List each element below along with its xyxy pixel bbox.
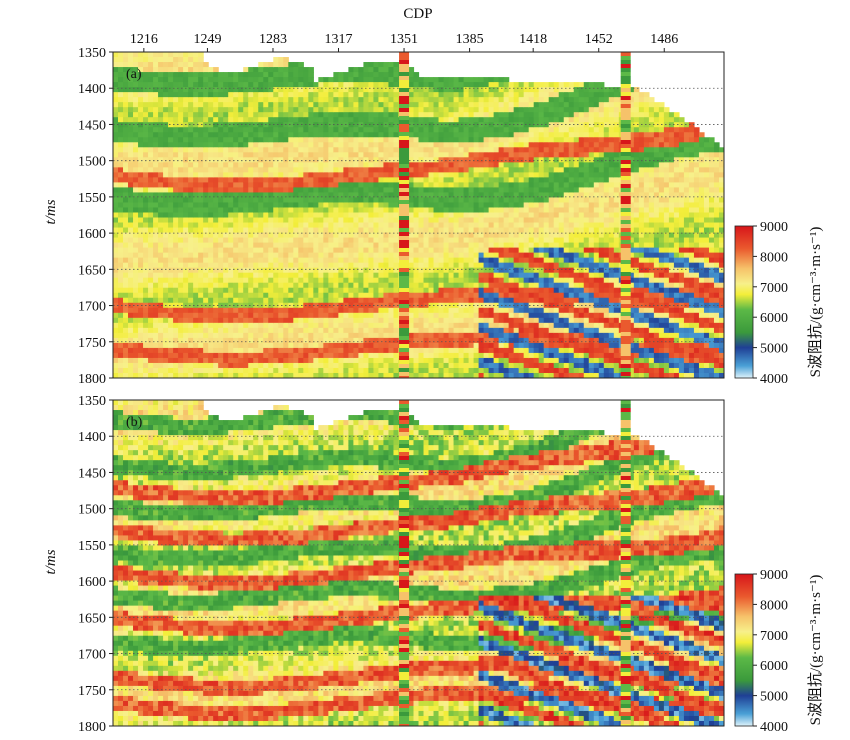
x-tick-label: 1385 — [456, 32, 484, 47]
x-tick-label: 1486 — [650, 32, 678, 47]
y-tick-label: 1500 — [78, 503, 106, 518]
x-tick-label: 1317 — [325, 32, 353, 47]
panel-a-colorbar-label: S波阻抗/(g·cm⁻³·m·s⁻¹) — [807, 227, 824, 378]
colorbar-tick-label: 7000 — [760, 629, 788, 644]
x-axis-title: CDP — [403, 6, 432, 22]
colorbar-tick-label: 9000 — [760, 220, 788, 235]
y-tick-label: 1350 — [78, 394, 106, 409]
panel-b-frame — [112, 399, 725, 727]
panel-b-colorbar-label: S波阻抗/(g·cm⁻³·m·s⁻¹) — [807, 575, 824, 726]
colorbar-tick-label: 4000 — [760, 720, 788, 735]
y-tick-label: 1450 — [78, 118, 106, 133]
panel-a-impedance-section — [113, 52, 724, 378]
x-tick-label: 1351 — [390, 32, 418, 47]
y-tick-label: 1350 — [78, 46, 106, 61]
y-tick-label: 1700 — [78, 300, 106, 315]
panel-a-y-axis-title: t/ms — [43, 199, 59, 224]
y-tick-label: 1550 — [78, 539, 106, 554]
panel-b: 1350 1400 1450 1500 1550 1600 1650 1700 1750 1800… — [43, 394, 824, 735]
y-tick-label: 1800 — [78, 720, 106, 735]
panel-a-well-log-2 — [620, 52, 631, 378]
panel-b-impedance-section — [113, 400, 724, 726]
x-tick-label: 1249 — [193, 32, 221, 47]
y-tick-label: 1400 — [78, 82, 106, 97]
x-tick-label: 1216 — [130, 32, 158, 47]
panel-a-label: (a) — [126, 67, 142, 82]
y-tick-label: 1650 — [78, 263, 106, 278]
colorbar-tick-label: 7000 — [760, 281, 788, 296]
colorbar-tick-label: 5000 — [760, 690, 788, 705]
colorbar-tick-label: 8000 — [760, 598, 788, 613]
y-tick-label: 1450 — [78, 466, 106, 481]
panel-b-colorbar: 9000 8000 7000 6000 5000 4000 S波阻抗/(g·cm⁻³·m·… — [734, 568, 824, 735]
y-tick-label: 1800 — [78, 372, 106, 387]
panel-a-frame — [112, 51, 725, 379]
y-tick-label: 1650 — [78, 611, 106, 626]
y-tick-label: 1750 — [78, 336, 106, 351]
y-tick-label: 1550 — [78, 191, 106, 206]
panel-b-well-log-2 — [620, 400, 631, 726]
panel-a: 1216 1249 1283 1317 1351 1385 1418 1452 1486 135… — [43, 6, 824, 387]
panel-a-plot-area — [113, 52, 724, 378]
y-tick-label: 1400 — [78, 430, 106, 445]
panel-b-plot-area — [113, 400, 724, 726]
y-tick-label: 1600 — [78, 575, 106, 590]
x-tick-label: 1283 — [259, 32, 287, 47]
colorbar-tick-label: 6000 — [760, 311, 788, 326]
panel-b-label: (b) — [126, 415, 143, 430]
y-tick-label: 1500 — [78, 155, 106, 170]
panel-a-colorbar: 9000 8000 7000 6000 5000 4000 S波阻抗/(g·cm⁻³·m·… — [734, 220, 824, 387]
y-tick-label: 1600 — [78, 227, 106, 242]
y-tick-label: 1700 — [78, 648, 106, 663]
colorbar-tick-label: 9000 — [760, 568, 788, 583]
panel-b-y-axis-title: t/ms — [43, 549, 59, 574]
panel-a-well-log-1 — [399, 52, 410, 378]
panel-b-well-log-1 — [399, 400, 410, 726]
colorbar-tick-label: 8000 — [760, 250, 788, 265]
x-tick-label: 1418 — [519, 32, 547, 47]
x-tick-label: 1452 — [585, 32, 613, 47]
colorbar-tick-label: 4000 — [760, 372, 788, 387]
y-tick-label: 1750 — [78, 684, 106, 699]
colorbar-tick-label: 5000 — [760, 342, 788, 357]
colorbar-tick-label: 6000 — [760, 659, 788, 674]
